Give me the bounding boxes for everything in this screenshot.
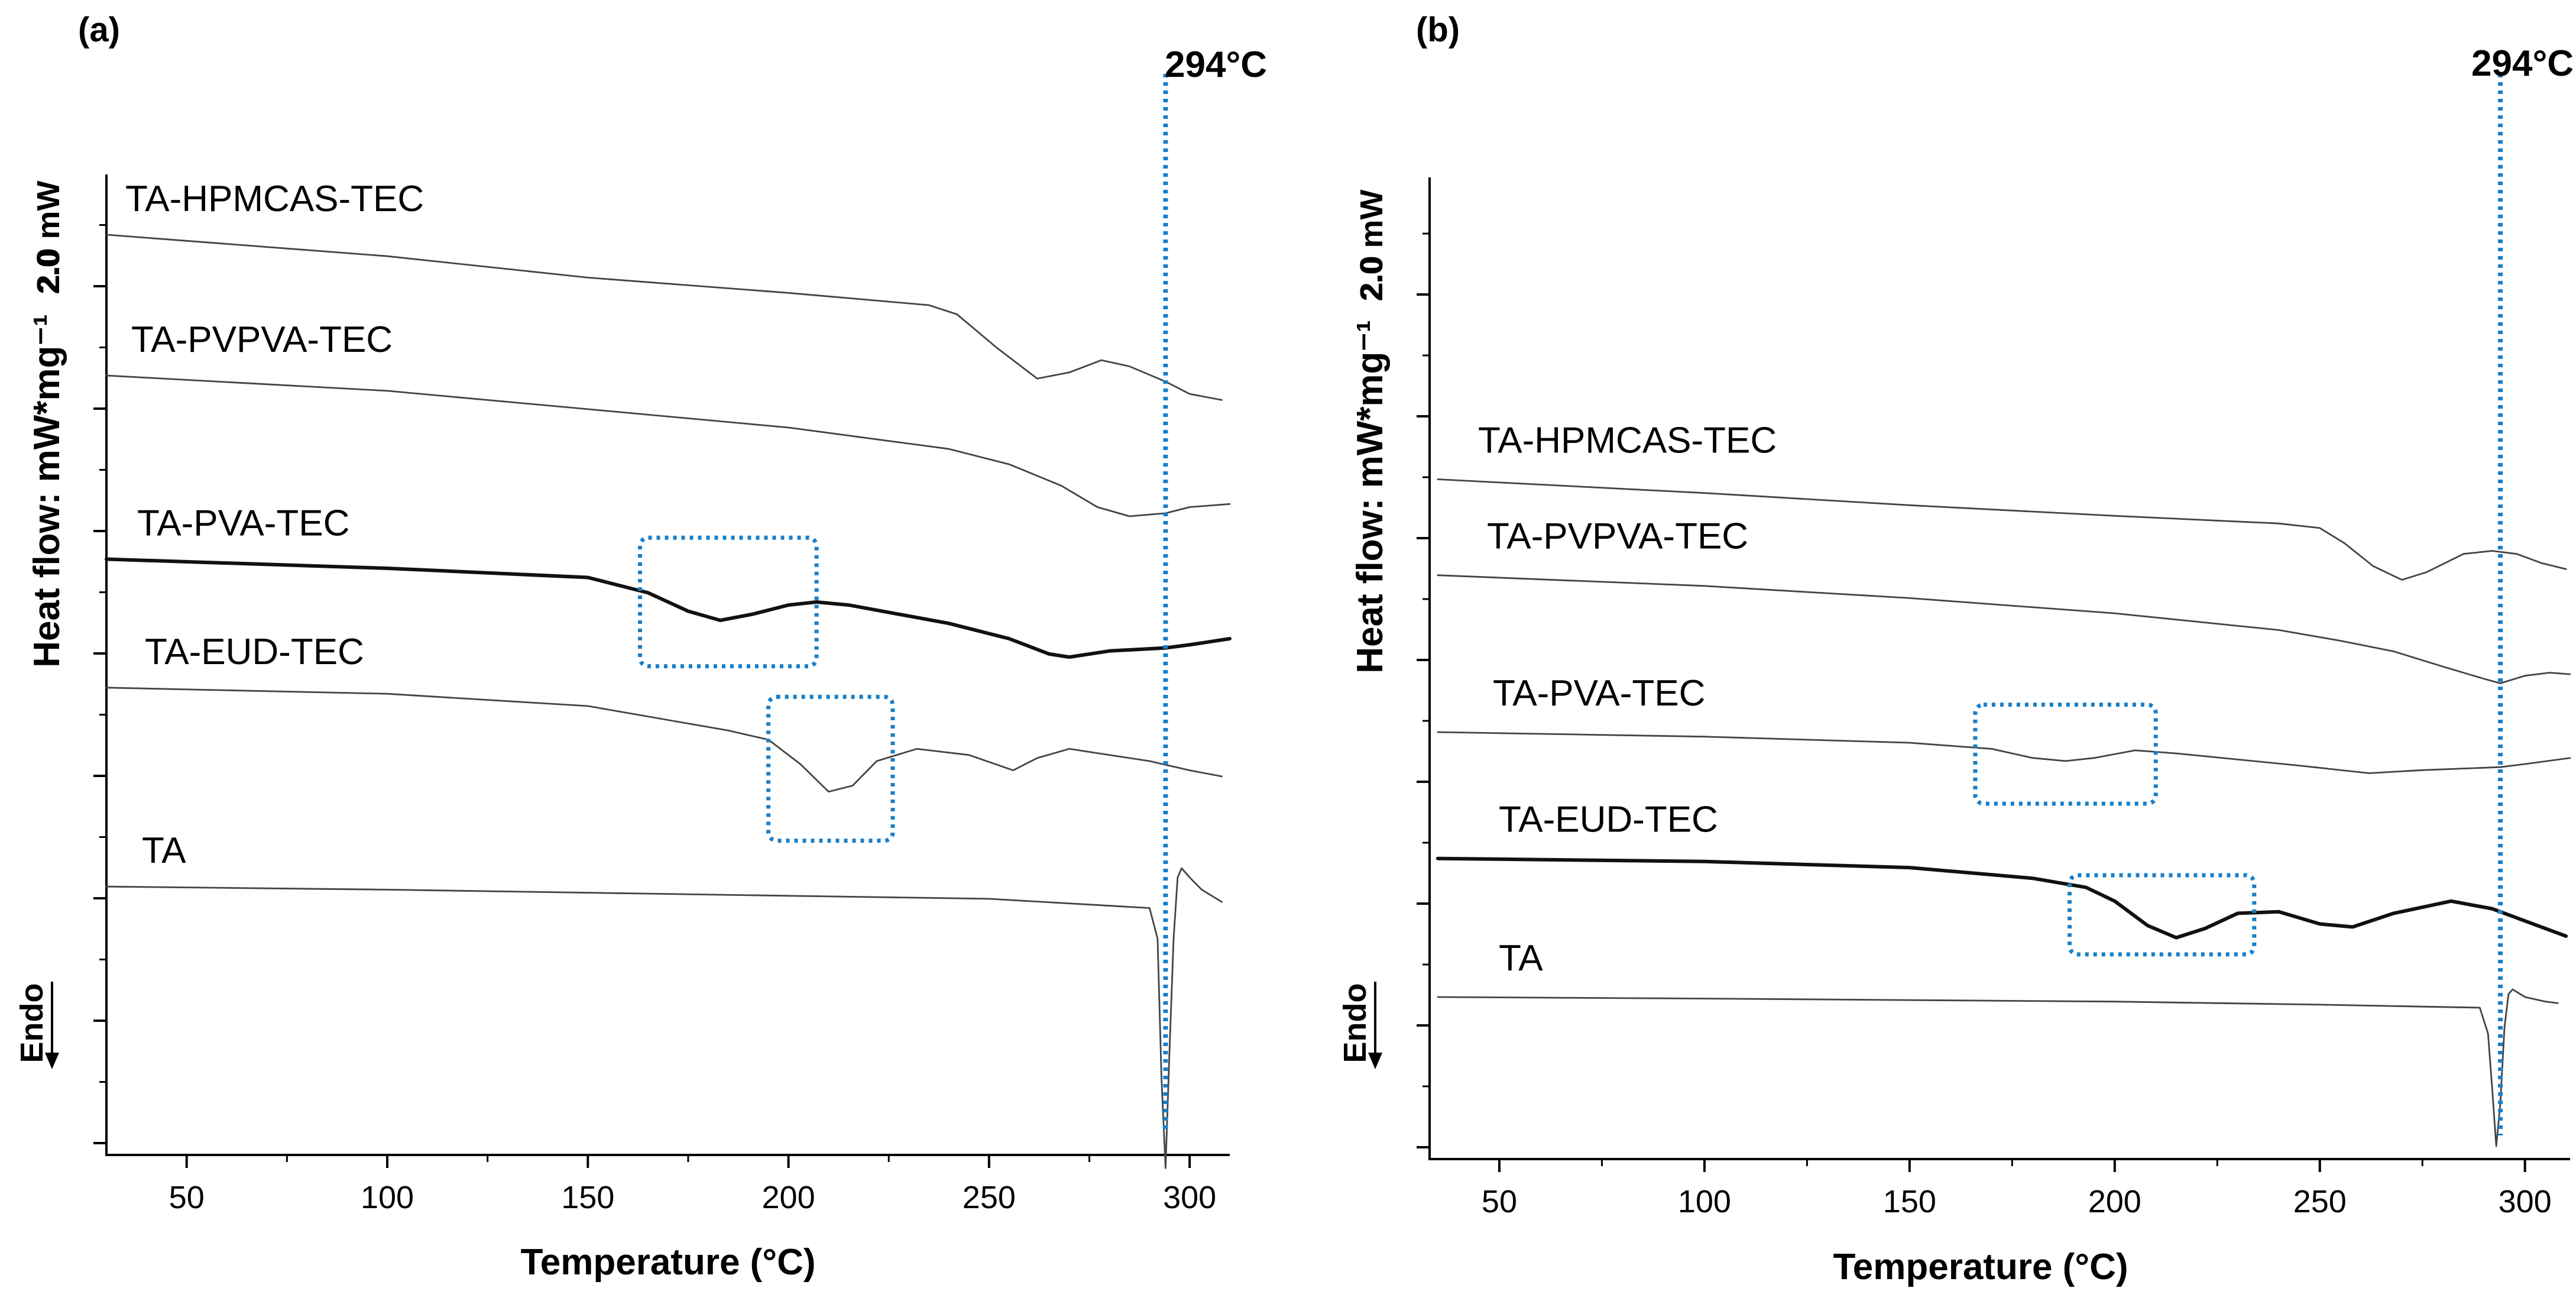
panel-b-marker: 294°C xyxy=(2471,43,2574,1135)
panel-b-x-axis-title: Temperature (°C) xyxy=(1833,1247,2128,1287)
curve-label: TA-PVA-TEC xyxy=(137,503,349,544)
curve-label: TA xyxy=(1499,938,1543,979)
panel-a-highlight-boxes xyxy=(638,535,895,843)
panel-b-scale-bar: 2.0 mW 2.0 xyxy=(1354,189,1389,301)
panel-a: (a) Heat flow: mW*mg⁻¹ 2.0 mW 2.0 Endo 5… xyxy=(14,11,1267,1283)
curve-label: TA-PVA-TEC xyxy=(1493,673,1705,714)
series-line-ta xyxy=(1437,988,2559,1147)
panel-a-curve-labels: TA-HPMCAS-TEC TA-PVPVA-TEC TA-PVA-TEC TA-EU… xyxy=(125,179,424,871)
panel-b-y-axis-title: Heat flow: mW*mg⁻¹ xyxy=(1350,320,1391,674)
down-arrow-icon xyxy=(1368,1053,1382,1069)
highlight-box xyxy=(766,694,895,843)
series-line-ta-eud-tec xyxy=(105,687,1223,793)
panel-a-x-axis-title: Temperature (°C) xyxy=(520,1242,815,1283)
panel-b-y-ticks xyxy=(1417,232,1430,1148)
panel-b-scale-bar-label: 2.0 mW xyxy=(1354,189,1389,301)
down-arrow-icon xyxy=(45,1053,59,1069)
x-tick-label: 300 xyxy=(2499,1184,2552,1219)
panel-b-x-ticks: 50 100 150 200 250 300 xyxy=(1482,1159,2552,1219)
series-line-ta-eud-tec xyxy=(1436,856,2568,940)
x-tick-label: 150 xyxy=(1883,1184,1936,1219)
panel-b-endo-label: Endo xyxy=(1337,983,1373,1063)
x-tick-label: 300 xyxy=(1163,1180,1216,1215)
panel-a-endo-indicator: Endo xyxy=(14,982,59,1069)
x-tick-label: 250 xyxy=(2293,1184,2347,1219)
x-tick-label: 250 xyxy=(963,1180,1016,1215)
panel-a-scale-bar-label: 2.0 mW xyxy=(31,180,66,292)
panel-b: (b) Heat flow: mW*mg⁻¹ 2.0 mW 2.0 Endo 5… xyxy=(1337,11,2574,1287)
series-line-ta-pvpva-tec xyxy=(105,374,1231,517)
panel-b-label: (b) xyxy=(1416,11,1460,49)
panel-b-curve-labels: TA-HPMCAS-TEC TA-PVPVA-TEC TA-PVA-TEC TA-EU… xyxy=(1478,420,1777,979)
panel-b-series xyxy=(1436,478,2571,1147)
series-line-ta-pvpva-tec xyxy=(1437,574,2571,684)
series-line-ta xyxy=(105,867,1223,1169)
panel-a-endo-label: Endo xyxy=(14,983,50,1063)
panel-a-scale-bar-value: 2.0 xyxy=(31,250,66,294)
panel-b-highlight-boxes xyxy=(1973,703,2257,957)
panel-b-scale-bar-value: 2.0 xyxy=(1354,255,1389,300)
x-tick-label: 200 xyxy=(762,1180,815,1215)
series-line-ta-pva-tec xyxy=(1437,731,2571,774)
panel-b-endo-indicator: Endo xyxy=(1337,982,1382,1069)
panel-b-y-axis-title-text: Heat flow: mW*mg⁻¹ xyxy=(1350,320,1391,674)
highlight-box xyxy=(2067,873,2257,957)
curve-label: TA-EUD-TEC xyxy=(145,632,364,672)
marker-label: 294°C xyxy=(1165,44,1267,85)
x-tick-label: 100 xyxy=(1678,1184,1731,1219)
x-tick-label: 50 xyxy=(169,1180,205,1215)
x-tick-label: 50 xyxy=(1482,1184,1517,1219)
panel-a-y-ticks xyxy=(93,224,106,1144)
curve-label: TA-EUD-TEC xyxy=(1499,800,1718,840)
panel-a-scale-bar: 2.0 mW 2.0 xyxy=(31,180,66,294)
panel-a-marker: 294°C xyxy=(1163,44,1267,1131)
x-tick-label: 200 xyxy=(2088,1184,2141,1219)
series-line-ta-hpmcas-tec xyxy=(1437,478,2567,581)
panel-a-y-axis-title-text: Heat flow: mW*mg⁻¹ xyxy=(27,314,67,668)
series-line-ta-hpmcas-tec xyxy=(105,234,1223,401)
curve-label: TA-HPMCAS-TEC xyxy=(1478,420,1777,461)
x-tick-label: 100 xyxy=(361,1180,414,1215)
panel-a-label: (a) xyxy=(78,11,120,49)
highlight-box xyxy=(1973,703,2158,806)
panel-a-y-axis-title: Heat flow: mW*mg⁻¹ xyxy=(27,314,67,668)
curve-label: TA-HPMCAS-TEC xyxy=(125,179,424,219)
marker-label: 294°C xyxy=(2471,43,2574,84)
panel-a-x-ticks: 50 100 150 200 250 300 xyxy=(169,1155,1216,1215)
x-tick-label: 150 xyxy=(561,1180,614,1215)
curve-label: TA-PVPVA-TEC xyxy=(131,319,393,360)
curve-label: TA xyxy=(142,830,186,871)
curve-label: TA-PVPVA-TEC xyxy=(1487,516,1748,557)
